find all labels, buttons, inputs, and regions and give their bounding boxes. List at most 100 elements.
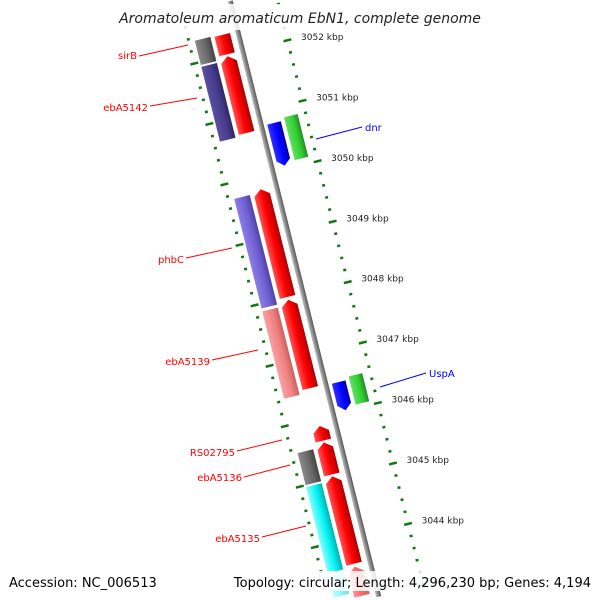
gene-UspA-green[interactable] — [348, 373, 370, 405]
minor-tick — [279, 412, 284, 416]
minor-tick — [195, 74, 200, 78]
major-tick — [205, 121, 214, 127]
major-tick — [328, 219, 337, 224]
label-phbC[interactable]: phbC — [158, 255, 184, 266]
label-ebA5136[interactable]: ebA5136 — [197, 473, 242, 484]
major-tick — [403, 521, 413, 527]
label-ebA5142[interactable]: ebA5142 — [103, 103, 148, 114]
gene-phbC[interactable] — [234, 195, 278, 309]
gene-sirB[interactable] — [194, 36, 217, 65]
major-tick — [298, 98, 307, 103]
minor-tick — [358, 328, 362, 333]
kbp-label: 3052 kbp — [301, 33, 344, 43]
gene-dnr-blue[interactable] — [267, 121, 291, 167]
minor-tick — [342, 268, 347, 272]
minor-tick — [394, 473, 398, 478]
minor-tick — [304, 509, 308, 513]
cds-forward-6[interactable] — [316, 441, 340, 477]
major-tick — [295, 484, 304, 489]
major-tick — [280, 424, 289, 429]
minor-tick — [324, 195, 329, 200]
cds-forward-3[interactable] — [253, 187, 296, 299]
minor-tick — [306, 123, 311, 127]
minor-tick — [219, 170, 224, 174]
minor-tick — [225, 194, 230, 199]
minor-tick — [261, 340, 266, 344]
cds-forward-RS02795[interactable] — [312, 424, 332, 443]
label-dnr[interactable]: dnr — [365, 123, 383, 134]
minor-tick — [352, 304, 356, 308]
major-tick — [343, 279, 352, 285]
label-UspA[interactable]: UspA — [429, 369, 455, 380]
minor-tick — [367, 365, 371, 369]
cds-forward-1[interactable] — [214, 32, 235, 57]
major-tick — [250, 303, 259, 308]
label-RS02795[interactable]: RS02795 — [190, 448, 235, 459]
accession-text: Accession: NC_006513 — [9, 576, 157, 591]
minor-tick — [403, 510, 407, 514]
gene-ebA5136[interactable] — [297, 449, 322, 486]
minor-tick — [240, 255, 245, 259]
major-tick — [220, 182, 229, 187]
cds-forward-4[interactable] — [280, 298, 319, 391]
minor-tick — [295, 473, 299, 477]
minor-tick — [316, 557, 320, 561]
major-tick — [310, 544, 320, 550]
kbp-label: 3045 kbp — [407, 456, 450, 466]
minor-tick — [273, 388, 278, 392]
minor-tick — [318, 171, 323, 175]
minor-tick — [400, 498, 404, 502]
minor-tick — [189, 49, 194, 54]
cds-forward-2[interactable] — [220, 54, 255, 135]
minor-tick — [285, 436, 290, 440]
minor-tick — [270, 376, 275, 380]
minor-tick — [348, 292, 353, 296]
minor-tick — [294, 74, 299, 79]
minor-tick — [210, 134, 215, 138]
kbp-label: 3048 kbp — [361, 275, 404, 285]
gene-UspA-blue[interactable] — [331, 380, 353, 412]
cds-forward-7[interactable] — [325, 474, 362, 566]
minor-tick — [385, 437, 389, 441]
gene-ebA5142[interactable] — [201, 63, 236, 142]
minor-tick — [204, 110, 209, 114]
minor-tick — [249, 291, 254, 295]
label-ebA5135[interactable]: ebA5135 — [215, 534, 260, 545]
minor-tick — [409, 534, 413, 538]
kbp-label: 3049 kbp — [346, 214, 389, 224]
label-ebA5139[interactable]: ebA5139 — [165, 357, 210, 368]
minor-tick — [310, 533, 314, 537]
minor-tick — [307, 521, 311, 525]
kbp-label: 3046 kbp — [391, 396, 434, 406]
label-sirB[interactable]: sirB — [118, 51, 137, 62]
major-tick — [265, 363, 274, 368]
kbp-label: 3050 kbp — [331, 154, 374, 164]
minor-tick — [312, 147, 317, 151]
minor-tick — [321, 183, 326, 187]
gene-ebA5135[interactable] — [306, 483, 344, 574]
minor-tick — [309, 135, 314, 139]
minor-tick — [288, 50, 293, 54]
minor-tick — [186, 37, 191, 41]
major-tick — [373, 400, 383, 406]
minor-tick — [258, 327, 263, 332]
gene-dnr-green[interactable] — [284, 114, 309, 161]
minor-tick — [291, 62, 296, 67]
minor-tick — [228, 207, 233, 211]
genome-backbone — [227, 0, 382, 598]
kbp-label: 3047 kbp — [376, 335, 419, 345]
minor-tick — [373, 389, 377, 393]
minor-tick — [198, 86, 203, 90]
minor-tick — [336, 244, 341, 248]
minor-tick — [364, 353, 368, 357]
minor-tick — [388, 449, 392, 453]
kbp-label: 3044 kbp — [422, 517, 465, 527]
major-tick — [358, 340, 367, 345]
minor-tick — [333, 232, 338, 236]
minor-tick — [231, 219, 236, 223]
gene-ebA5139[interactable] — [262, 307, 300, 399]
major-tick — [283, 38, 292, 43]
minor-tick — [397, 486, 401, 490]
kbp-labels: 3052 kbp 3051 kbp 3050 kbp 3049 kbp 3048 kbp… — [301, 33, 464, 527]
